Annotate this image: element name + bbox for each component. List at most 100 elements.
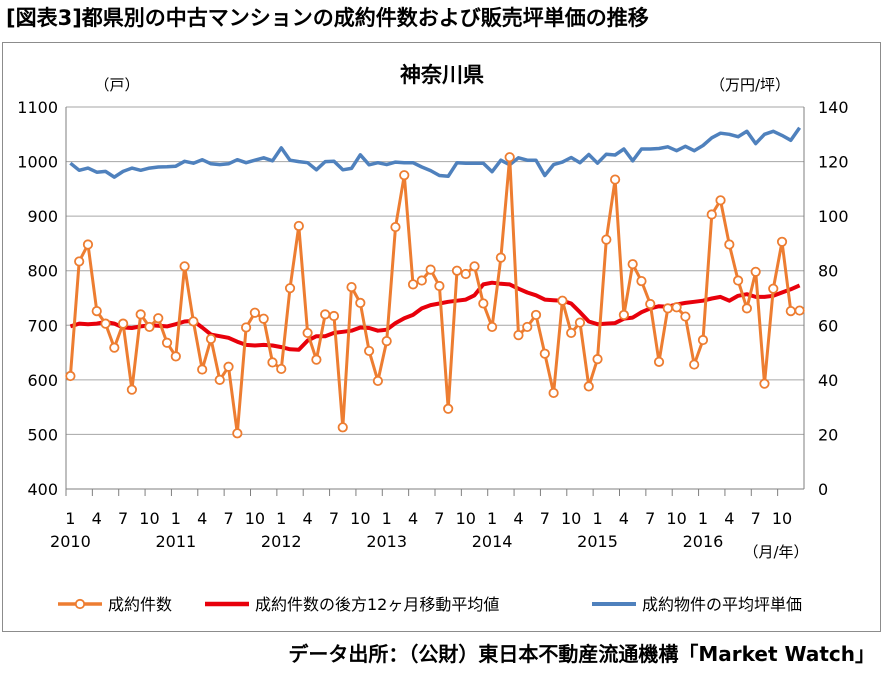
y-left-tick-label: 700 [27,316,58,335]
x-tick-label: 7 [751,509,761,528]
left-axis-unit-label: （戸） [94,76,139,94]
x-tick-label: 4 [303,509,313,528]
data-point [618,309,629,321]
source-note: データ出所：（公財）東日本不動産流通機構「Market Watch」 [288,642,875,666]
data-point [267,357,278,368]
x-tick-label: 1 [487,509,497,528]
x-tick-label: 1 [65,509,75,528]
data-point [74,256,85,267]
data-point [566,327,577,339]
right-axis-unit-label: （万円/坪） [710,76,790,94]
data-point [372,375,383,387]
x-tick-label: 10 [666,509,686,528]
data-point [715,195,726,206]
axes [65,107,805,496]
x-tick-label: 10 [456,509,476,528]
data-point [109,342,120,353]
data-point [126,384,137,395]
data-point [197,364,208,375]
x-tick-label: 4 [197,509,207,528]
x-axis-unit-label: （月/年） [743,543,808,561]
y-right-tick-label: 140 [818,98,849,117]
data-point [610,174,621,185]
data-point [504,152,515,163]
data-point [390,221,401,233]
data-point [188,316,199,327]
data-point [653,356,665,367]
data-point [785,305,796,317]
x-tick-label: 4 [408,509,418,528]
data-point [179,261,190,272]
chart-title: 神奈川県 [400,63,484,87]
x-tick-label: 1 [276,509,286,528]
data-point [161,337,173,348]
x-tick-label: 1 [171,509,181,528]
data-point [82,239,94,250]
data-point [170,351,181,362]
data-point [346,281,357,293]
data-point [320,309,331,320]
data-point [592,354,603,365]
x-tick-label: 10 [772,509,792,528]
data-point [249,307,260,318]
x-tick-label: 1 [382,509,392,528]
data-point [469,261,480,272]
data-point [425,264,436,275]
x-year-label: 2012 [261,532,302,551]
series-line [68,155,800,435]
x-tick-label: 7 [645,509,655,528]
y-left-tick-label: 600 [27,371,58,390]
data-point [680,311,691,322]
data-point [328,310,340,322]
data-point [689,359,700,370]
data-point [662,303,673,314]
data-point [671,302,682,313]
x-tick-label: 4 [619,509,629,528]
data-point [601,234,612,245]
data-point [478,298,489,309]
x-tick-label: 1 [698,509,708,528]
y-left-tick-label: 900 [27,207,58,226]
x-year-label: 2010 [50,532,91,551]
x-year-label: 2016 [683,532,724,551]
data-point [232,428,243,439]
data-point [513,330,524,341]
data-point [495,252,506,263]
data-point [214,374,225,385]
data-point [144,321,155,333]
data-point [443,403,454,414]
y-left-tick-label: 400 [27,480,58,499]
data-point [794,305,805,316]
data-point [548,387,559,399]
data-point [241,322,252,333]
y-left-tick-label: 1000 [17,153,58,172]
x-tick-label: 7 [329,509,339,528]
data-point [706,209,717,220]
legend-label: 成約物件の平均坪単価 [642,595,802,614]
data-point [91,305,102,317]
data-point [311,354,322,365]
x-tick-label: 10 [245,509,265,528]
x-tick-label: 1 [592,509,602,528]
x-tick-label: 4 [724,509,734,528]
data-point [118,318,129,329]
data-point [583,381,594,392]
data-point [776,236,788,247]
x-tick-label: 10 [561,509,581,528]
y-right-tick-label: 20 [818,425,838,444]
y-left-tick-label: 1100 [17,98,58,117]
data-point [636,275,647,287]
x-tick-label: 7 [540,509,550,528]
data-point [293,220,304,232]
y-left-tick-label: 800 [27,262,58,281]
y-right-tick-label: 60 [818,316,838,335]
y-right-tick-label: 100 [818,207,849,226]
data-point [750,266,761,277]
y-right-tick-label: 0 [818,480,828,499]
x-tick-label: 7 [434,509,444,528]
data-point [759,378,770,389]
data-point [627,259,638,270]
legend: 成約件数 成約件数の後方12ヶ月移動平均値 成約物件の平均坪単価 [58,595,802,614]
page-heading: [図表3]都県別の中古マンションの成約件数および販売坪単価の推移 [6,6,649,30]
